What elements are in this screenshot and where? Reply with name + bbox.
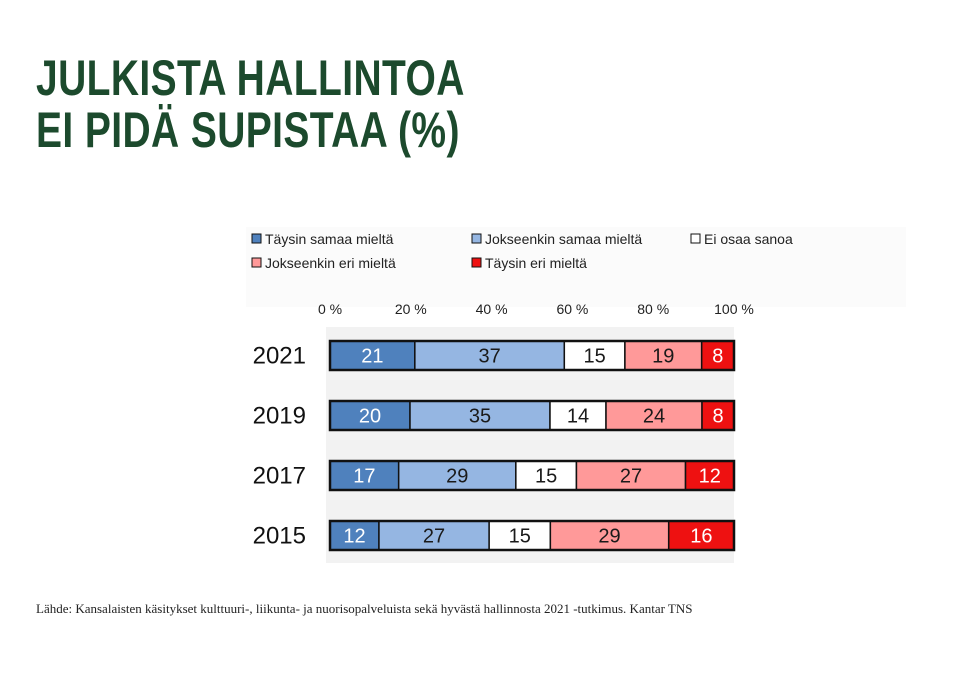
data-label: 29 — [598, 526, 620, 548]
bar-outline — [328, 339, 736, 372]
source-note: Lähde: Kansalaisten käsitykset kulttuuri… — [36, 601, 693, 616]
title-line-1: JULKISTA HALLINTOA — [36, 50, 465, 106]
x-tick-label: 0 % — [318, 301, 342, 317]
legend-swatch — [471, 233, 482, 244]
data-label: 12 — [343, 526, 365, 548]
bar-outline — [328, 459, 736, 492]
data-label: 15 — [535, 466, 557, 488]
category-label: 2019 — [253, 403, 306, 430]
data-label: 17 — [353, 466, 375, 488]
x-tick-label: 80 % — [637, 301, 669, 317]
chart-title: JULKISTA HALLINTOA EI PIDÄ SUPISTAA (%) — [36, 52, 465, 156]
bar-segment — [329, 340, 416, 371]
bar-outline — [328, 399, 736, 432]
data-label: 15 — [583, 346, 605, 368]
x-tick-label: 20 % — [395, 301, 427, 317]
data-label: 27 — [423, 526, 445, 548]
legend-label: Täysin samaa mieltä — [265, 231, 394, 247]
data-label: 19 — [652, 346, 674, 368]
data-label: 21 — [361, 346, 383, 368]
legend-swatch — [251, 257, 262, 268]
data-label: 16 — [690, 526, 712, 548]
data-label: 8 — [712, 346, 723, 368]
category-label: 2017 — [253, 463, 306, 490]
data-label: 8 — [712, 406, 723, 428]
legend-swatch — [471, 257, 482, 268]
data-label: 29 — [446, 466, 468, 488]
bar-outline — [328, 519, 736, 552]
legend-swatch — [690, 233, 701, 244]
legend-label: Ei osaa sanoa — [704, 231, 793, 247]
data-label: 15 — [509, 526, 531, 548]
legend-label: Jokseenkin samaa mieltä — [485, 231, 642, 247]
legend-background — [246, 227, 906, 307]
data-label: 12 — [699, 466, 721, 488]
category-label: 2015 — [253, 523, 306, 550]
data-label: 14 — [567, 406, 589, 428]
data-label: 27 — [620, 466, 642, 488]
bar-segment — [397, 460, 517, 491]
x-tick-label: 100 % — [714, 301, 754, 317]
bar-segment — [549, 400, 607, 431]
title-line-2: EI PIDÄ SUPISTAA (%) — [36, 102, 460, 158]
legend-swatch — [251, 233, 262, 244]
legend-label: Jokseenkin eri mieltä — [265, 255, 396, 271]
legend-label: Täysin eri mieltä — [485, 255, 587, 271]
data-label: 20 — [359, 406, 381, 428]
data-label: 37 — [478, 346, 500, 368]
x-tick-label: 60 % — [556, 301, 588, 317]
category-label: 2021 — [253, 343, 306, 370]
x-tick-label: 40 % — [476, 301, 508, 317]
data-label: 35 — [469, 406, 491, 428]
data-label: 24 — [643, 406, 665, 428]
